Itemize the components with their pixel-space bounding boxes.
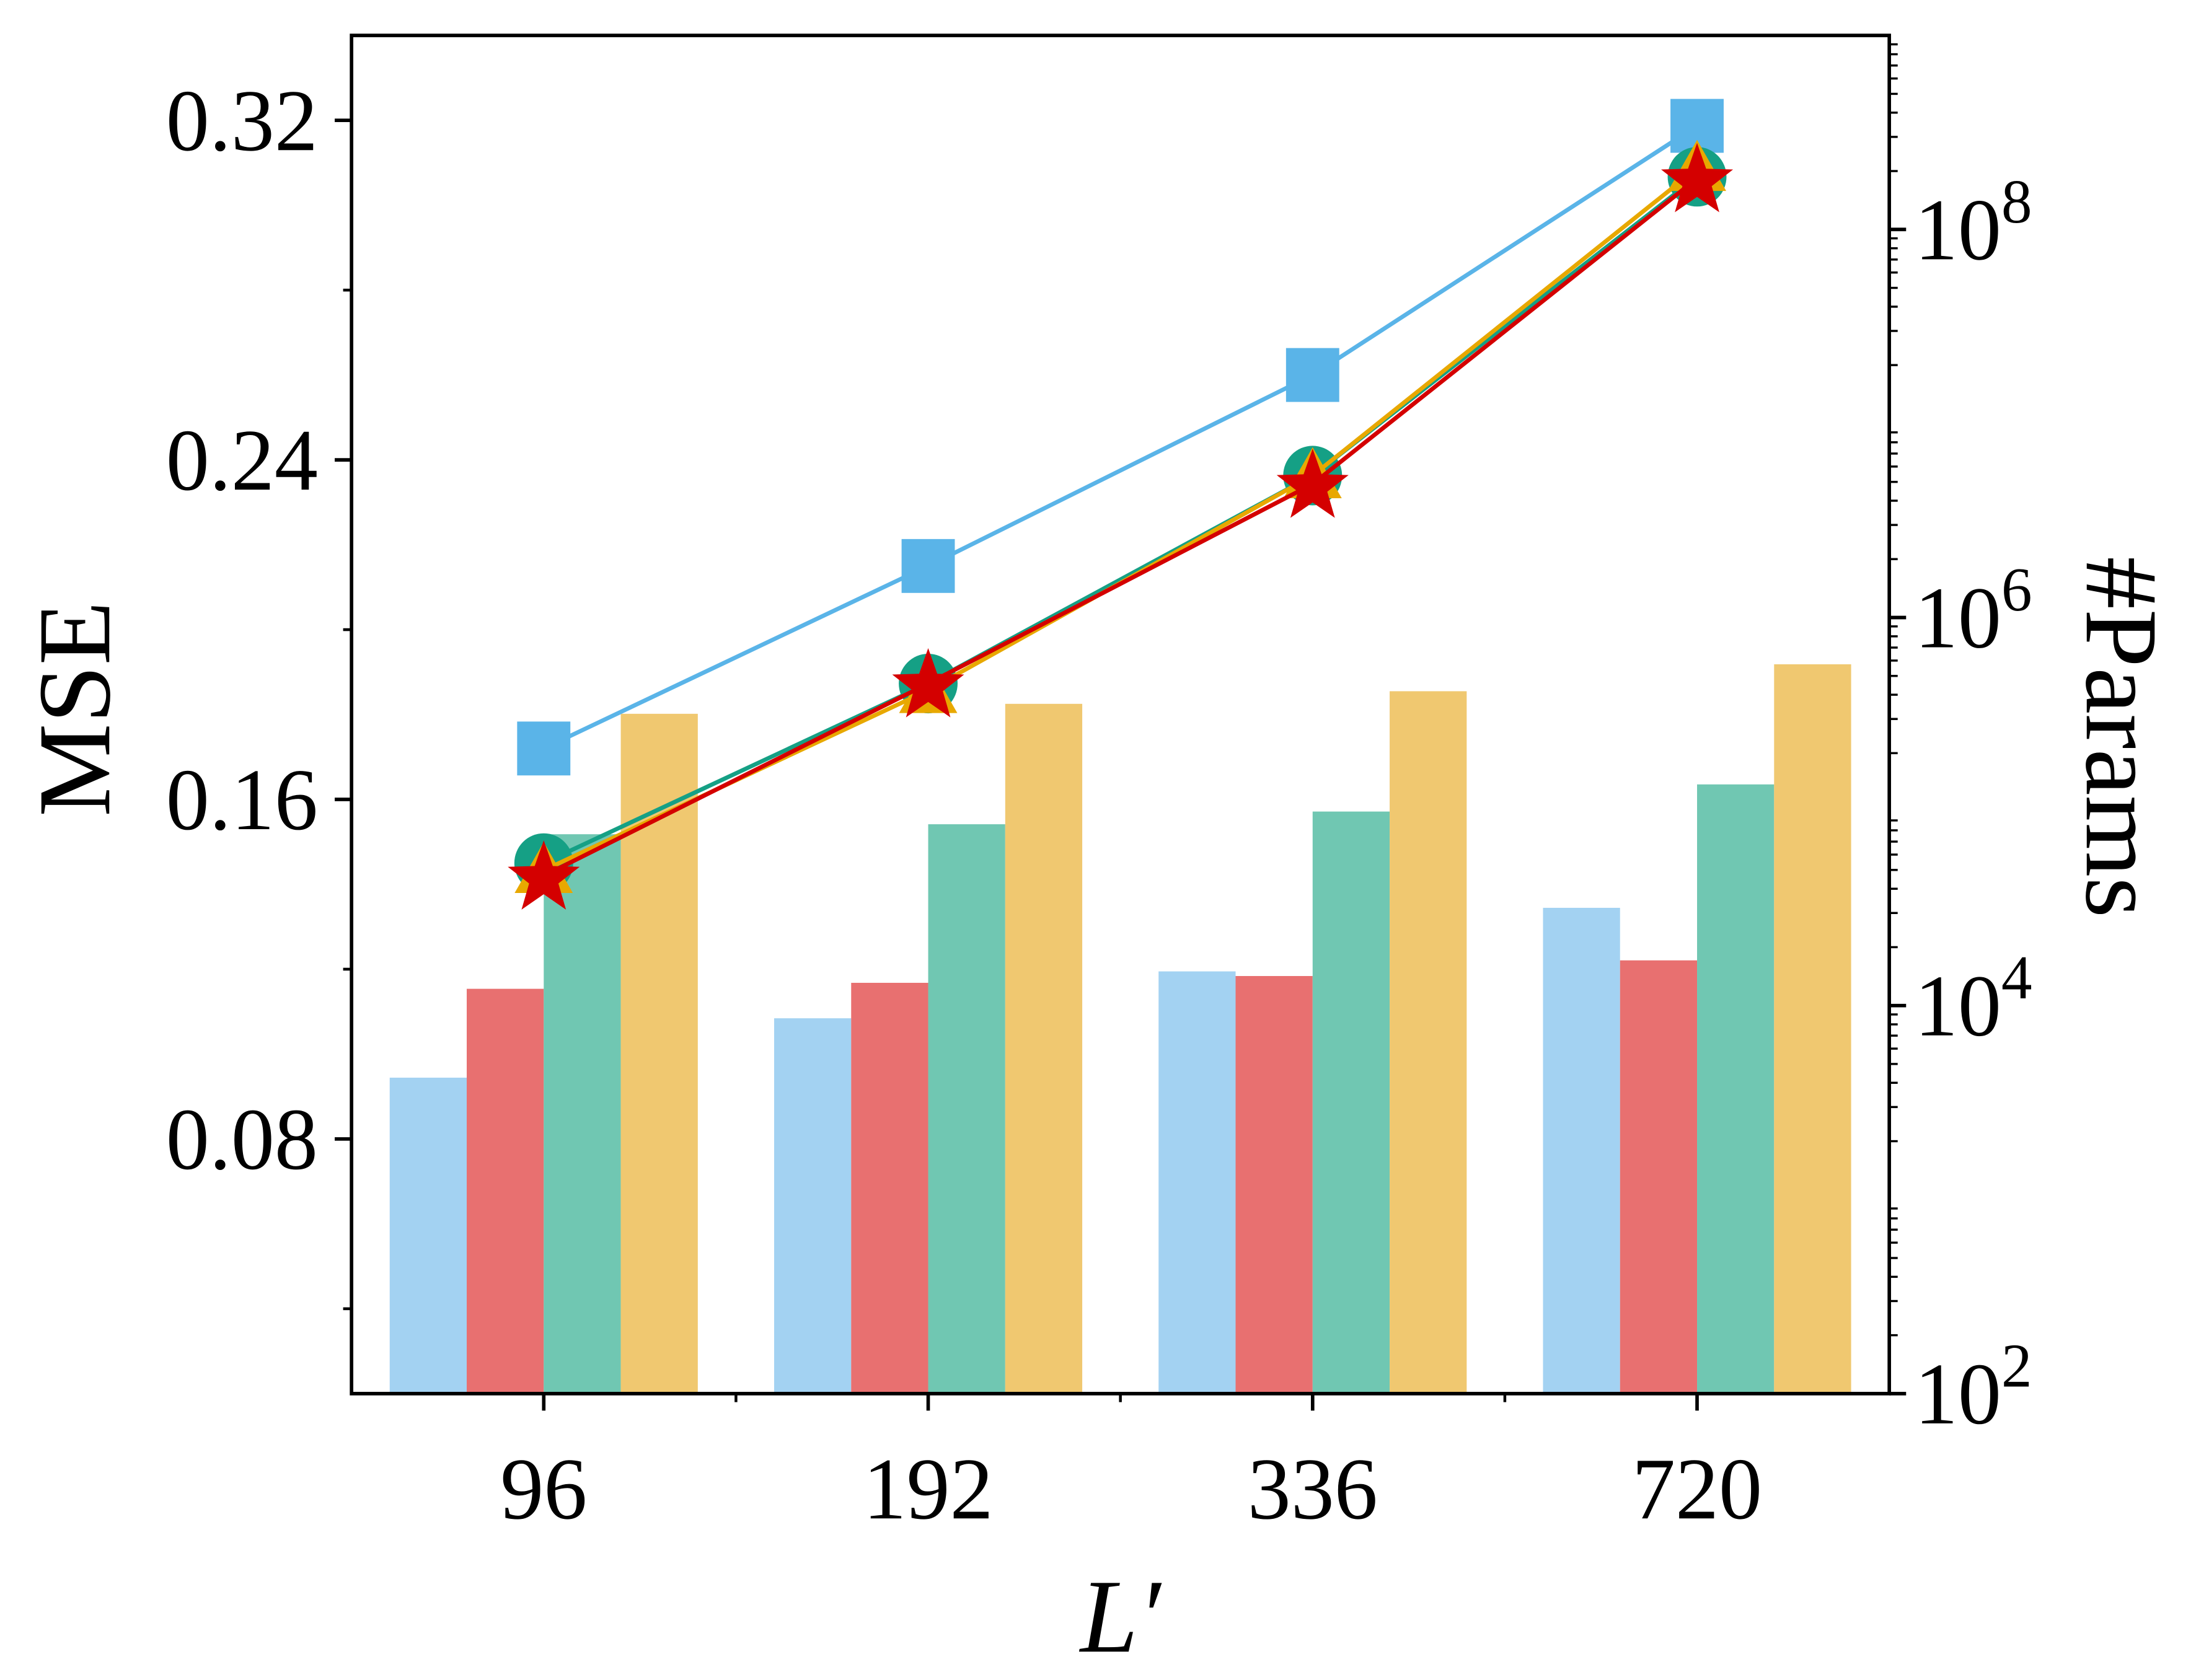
y-tick-label: 0.24 bbox=[166, 411, 318, 509]
x-tick-label: 720 bbox=[1632, 1440, 1762, 1537]
marker bbox=[508, 840, 580, 910]
y-tick-label: 0.32 bbox=[166, 72, 318, 169]
y-tick-label: 0.16 bbox=[166, 751, 318, 848]
x-tick-label: 336 bbox=[1248, 1440, 1378, 1537]
y2-tick-label: 108 bbox=[1915, 167, 2032, 278]
bar bbox=[851, 982, 928, 1394]
marker bbox=[517, 721, 571, 776]
x-axis-label: L′ bbox=[1079, 1559, 1162, 1674]
bar bbox=[928, 824, 1005, 1394]
y-tick-label: 0.08 bbox=[166, 1091, 318, 1188]
marker bbox=[1285, 348, 1339, 402]
bar bbox=[544, 834, 621, 1394]
x-tick-label: 192 bbox=[863, 1440, 993, 1537]
y2-tick-base: 10 bbox=[1915, 570, 2001, 667]
y2-tick-label: 104 bbox=[1915, 943, 2032, 1055]
bar bbox=[1543, 907, 1620, 1394]
bar bbox=[1697, 784, 1775, 1394]
bar bbox=[1005, 703, 1083, 1394]
y2-tick-label: 102 bbox=[1915, 1331, 2032, 1443]
line bbox=[542, 124, 1698, 750]
y2-tick-base: 10 bbox=[1915, 957, 2001, 1055]
y2-axis-label: #Params bbox=[2064, 556, 2179, 918]
bar bbox=[467, 988, 544, 1394]
bar bbox=[1620, 960, 1698, 1394]
bar bbox=[1390, 691, 1467, 1394]
bar bbox=[1312, 811, 1390, 1394]
marker bbox=[1276, 448, 1349, 518]
y-axis-label: MSE bbox=[17, 601, 132, 817]
bar bbox=[1158, 971, 1236, 1394]
marker bbox=[1661, 143, 1734, 213]
marker bbox=[901, 539, 955, 593]
y2-tick-exp: 2 bbox=[2001, 1331, 2032, 1401]
bar bbox=[1774, 664, 1851, 1394]
y2-tick-exp: 8 bbox=[2001, 167, 2032, 236]
y2-tick-base: 10 bbox=[1915, 182, 2001, 279]
y2-tick-base: 10 bbox=[1915, 1345, 2001, 1443]
bar bbox=[389, 1078, 467, 1394]
bar bbox=[1235, 975, 1313, 1394]
marker bbox=[892, 648, 964, 718]
bar bbox=[774, 1018, 852, 1394]
y2-tick-exp: 6 bbox=[2001, 555, 2032, 624]
line bbox=[542, 166, 1699, 873]
line bbox=[542, 177, 1699, 878]
line bbox=[542, 175, 1699, 865]
y2-tick-label: 106 bbox=[1915, 555, 2032, 666]
y2-tick-exp: 4 bbox=[2001, 943, 2032, 1013]
x-tick-label: 96 bbox=[500, 1440, 587, 1537]
